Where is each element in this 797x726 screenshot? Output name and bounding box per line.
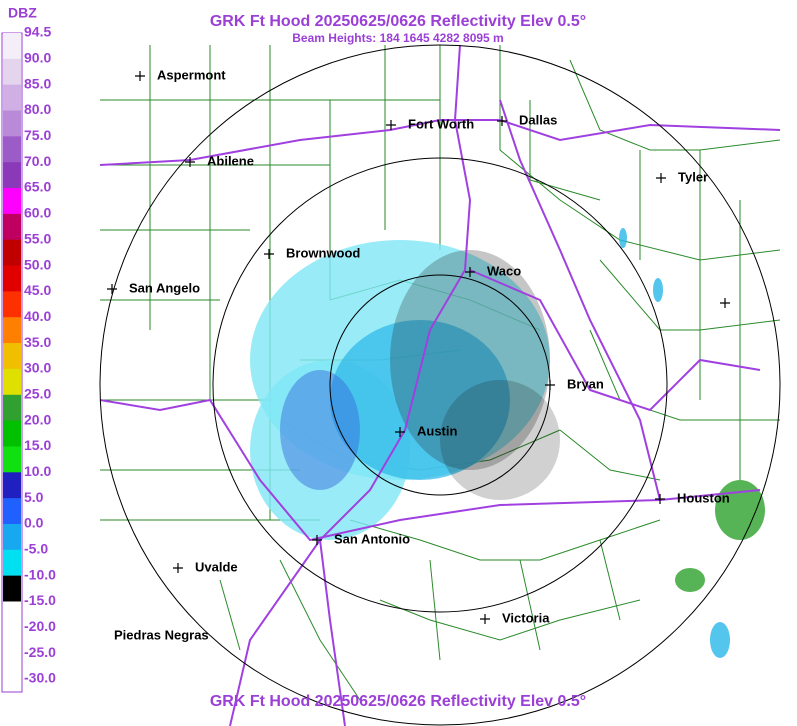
- legend-label: 0.0: [24, 515, 44, 531]
- color-swatch: [3, 291, 21, 318]
- color-swatch: [3, 653, 21, 680]
- color-swatch: [3, 368, 21, 396]
- city-marker: [107, 284, 117, 294]
- color-swatch: [3, 162, 21, 189]
- color-swatch: [3, 33, 21, 60]
- city-marker: [312, 535, 322, 545]
- city-marker: [480, 614, 490, 624]
- city-label: Dallas: [519, 112, 557, 127]
- color-swatch: [3, 239, 21, 267]
- color-swatch: [3, 317, 21, 344]
- city-marker: [656, 173, 666, 183]
- city-label: Tyler: [678, 169, 708, 184]
- legend-label: 50.0: [24, 256, 51, 272]
- legend-label: 40.0: [24, 308, 51, 324]
- city-label: Piedras Negras: [114, 627, 209, 642]
- legend-label: 85.0: [24, 75, 51, 91]
- color-swatch: [3, 343, 21, 370]
- legend-label: 60.0: [24, 205, 51, 221]
- city-marker: [545, 380, 555, 390]
- legend-unit: DBZ: [8, 5, 37, 21]
- range-rings: [99, 44, 781, 726]
- color-bar: [1, 32, 23, 693]
- color-swatch: [3, 213, 21, 241]
- color-swatch: [3, 627, 21, 654]
- color-swatch: [3, 446, 21, 473]
- radar-echoes: [250, 228, 765, 658]
- city-label: Abilene: [207, 153, 254, 168]
- legend-label: 35.0: [24, 334, 51, 350]
- city-marker: [173, 563, 183, 573]
- color-swatch: [3, 420, 21, 447]
- city-label: Brownwood: [286, 245, 360, 260]
- legend-label: 75.0: [24, 127, 51, 143]
- city-label: Aspermont: [157, 67, 226, 82]
- legend-label: 80.0: [24, 101, 51, 117]
- city-marker: [395, 427, 405, 437]
- city-label: Waco: [487, 263, 521, 278]
- color-swatch: [3, 110, 21, 137]
- city-marker: [185, 157, 195, 167]
- legend-label: 25.0: [24, 385, 51, 401]
- legend-label: 10.0: [24, 463, 51, 479]
- highways: [99, 44, 781, 726]
- city-marker: [264, 249, 274, 259]
- city-label: San Antonio: [334, 531, 410, 546]
- legend-label: -30.0: [24, 670, 56, 686]
- legend-label: -10.0: [24, 566, 56, 582]
- legend-label: 94.5: [24, 24, 51, 40]
- city-marker: [497, 116, 507, 126]
- color-swatch: [3, 498, 21, 525]
- color-swatch: [3, 394, 21, 422]
- legend-label: 5.0: [24, 489, 44, 505]
- city-marker: [135, 71, 145, 81]
- color-swatch: [3, 549, 21, 577]
- legend-label: -5.0: [24, 541, 48, 557]
- legend-label: 15.0: [24, 437, 51, 453]
- color-swatch: [3, 472, 21, 499]
- city-label: Houston: [677, 490, 730, 505]
- title: GRK Ft Hood 20250625/0626 Reflectivity E…: [210, 13, 586, 30]
- city-label: Austin: [417, 423, 458, 438]
- legend-label: 30.0: [24, 360, 51, 376]
- color-swatch: [3, 136, 21, 163]
- legend-label: -20.0: [24, 618, 56, 634]
- legend-label: 55.0: [24, 230, 51, 246]
- legend-label: -25.0: [24, 644, 56, 660]
- city-label: Victoria: [502, 610, 550, 625]
- city-label: Bryan: [567, 376, 604, 391]
- footer-title: GRK Ft Hood 20250625/0626 Reflectivity E…: [210, 693, 586, 710]
- color-swatch: [3, 601, 21, 628]
- legend-label: 70.0: [24, 153, 51, 169]
- color-swatch: [3, 188, 21, 215]
- legend-label: 20.0: [24, 411, 51, 427]
- city-label: Fort Worth: [408, 116, 474, 131]
- color-swatch: [3, 84, 21, 112]
- legend-label: 65.0: [24, 179, 51, 195]
- legend-label: -15.0: [24, 592, 56, 608]
- city-label: San Angelo: [129, 280, 200, 295]
- city-label: Uvalde: [195, 559, 238, 574]
- subtitle: Beam Heights: 184 1645 4282 8095 m: [292, 31, 503, 45]
- color-swatch: [3, 523, 21, 551]
- color-swatch: [3, 265, 21, 292]
- cities: Aspermont Fort Worth Dallas Abilene Tyler Bro…: [107, 67, 730, 642]
- city-marker: [655, 494, 665, 504]
- legend-labels: 94.5 90.0 85.0 80.0 75.0 70.0 65.0 60.0 55.0 50.0…: [24, 24, 56, 686]
- city-marker: [720, 298, 730, 308]
- legend-label: 45.0: [24, 282, 51, 298]
- city-marker: [465, 267, 475, 277]
- city-marker: [386, 120, 396, 130]
- legend-label: 90.0: [24, 50, 51, 66]
- color-swatch: [3, 58, 21, 86]
- color-swatch: [3, 575, 21, 602]
